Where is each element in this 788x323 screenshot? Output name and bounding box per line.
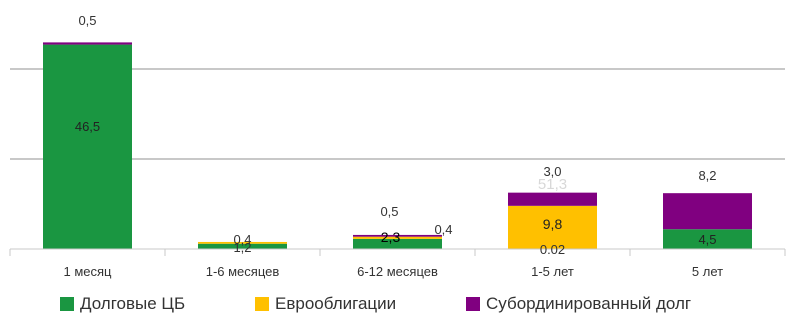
bar-segment xyxy=(508,205,597,249)
bar-segment xyxy=(43,42,132,45)
legend-item: Еврооблигации xyxy=(255,294,396,314)
legend-label: Еврооблигации xyxy=(275,294,397,313)
legend: Долговые ЦБ Еврооблигации Субординированны… xyxy=(0,294,788,320)
data-label: 0,4 xyxy=(434,222,452,237)
bar-segment xyxy=(508,192,597,206)
data-label: 8,2 xyxy=(698,168,716,183)
bar-segment xyxy=(43,44,132,249)
bar-segment xyxy=(353,236,442,239)
data-label: 9,8 xyxy=(543,216,563,232)
data-label: 1,2 xyxy=(233,240,251,255)
data-label: 0,4 xyxy=(233,232,251,247)
bar-segment xyxy=(198,241,287,244)
legend-swatch xyxy=(255,297,269,311)
data-label: 46,5 xyxy=(75,119,100,134)
data-label: 2,3 xyxy=(381,229,401,245)
data-label: 0.02 xyxy=(540,242,565,257)
x-tick-label: 6-12 месяцев xyxy=(357,264,438,279)
bar-segment xyxy=(663,193,752,230)
x-tick-label: 5 лет xyxy=(692,264,723,279)
data-label: 0,5 xyxy=(380,204,398,219)
legend-label: Субординированный долг xyxy=(486,294,692,313)
data-label: 4,5 xyxy=(698,232,716,247)
legend-label: Долговые ЦБ xyxy=(80,294,186,313)
bar-segment xyxy=(198,243,287,249)
legend-item: Субординированный долг xyxy=(466,294,691,314)
data-label: 51,3 xyxy=(538,176,567,193)
chart-plot: 1 месяц 1-6 месяцев 6-12 месяцев 1-5 лет 5 л… xyxy=(9,13,786,279)
legend-item: Долговые ЦБ xyxy=(60,294,185,314)
bar-segment xyxy=(353,238,442,249)
x-tick-label: 1-5 лет xyxy=(531,264,574,279)
data-label: 3,0 xyxy=(543,164,561,179)
bar-segment xyxy=(353,234,442,237)
x-tick-label: 1-6 месяцев xyxy=(206,264,280,279)
data-label: 0,5 xyxy=(78,13,96,28)
legend-swatch xyxy=(466,297,480,311)
legend-swatch xyxy=(60,297,74,311)
x-tick-label: 1 месяц xyxy=(64,264,113,279)
bar-segment xyxy=(663,229,752,249)
